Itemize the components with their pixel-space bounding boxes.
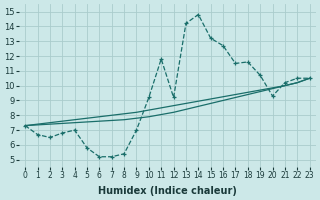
X-axis label: Humidex (Indice chaleur): Humidex (Indice chaleur) (98, 186, 237, 196)
